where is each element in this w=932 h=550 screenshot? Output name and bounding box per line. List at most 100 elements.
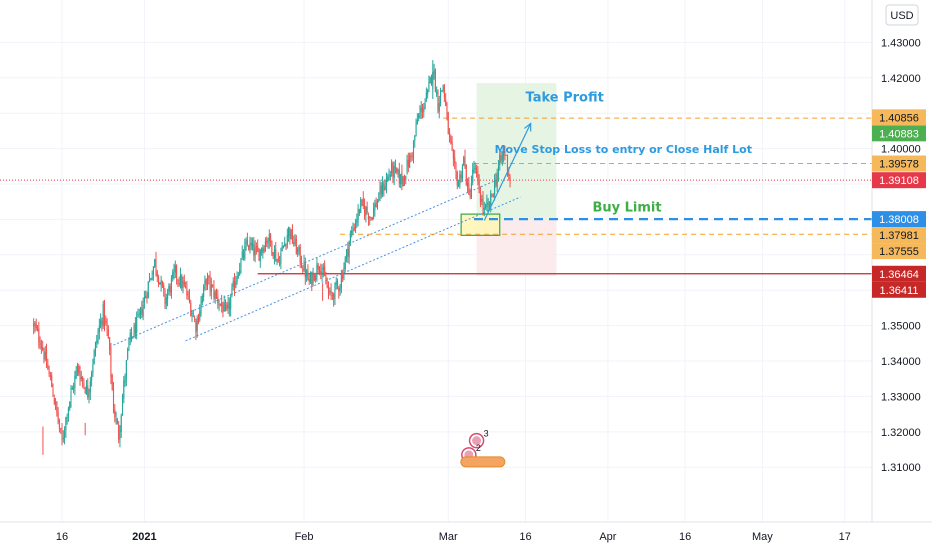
candle-body	[83, 382, 85, 387]
candle-body	[254, 247, 256, 256]
candle-body	[248, 245, 250, 250]
candle-body	[137, 313, 139, 317]
price-tag-stop-1.36411: 1.36411	[872, 281, 926, 298]
candle-body	[289, 227, 291, 239]
currency-label: USD	[890, 10, 913, 22]
annotations[interactable]: Take Profit Move Stop Loss to entry or Cl…	[483, 91, 752, 221]
candle-body	[361, 199, 363, 201]
candle-body	[339, 288, 341, 291]
candle-body	[333, 294, 335, 300]
drawing-lines[interactable]	[0, 117, 872, 346]
candle-body	[118, 424, 120, 440]
price-tag-level-1.37555: 1.37555	[872, 243, 926, 260]
candle-body	[324, 266, 326, 276]
candle-body	[478, 179, 480, 194]
candle-body	[486, 202, 488, 207]
candle-body	[123, 380, 125, 399]
price-tick-label: 1.42000	[881, 73, 921, 85]
candle-body	[423, 107, 425, 112]
candle-body	[215, 292, 218, 296]
candle-body	[67, 408, 69, 416]
candle-body	[209, 276, 211, 290]
candle-body	[299, 246, 301, 264]
candle-body	[143, 296, 145, 303]
price-tick-label: 1.33000	[881, 391, 921, 403]
candle-body	[105, 321, 107, 323]
candle-body	[356, 219, 358, 224]
candle-body	[403, 177, 406, 181]
candle-body	[291, 227, 294, 243]
price-tag-bg	[872, 125, 926, 142]
candle-body	[317, 265, 319, 270]
candle-body	[239, 270, 241, 276]
candle-body	[369, 216, 371, 218]
candle-body	[382, 182, 384, 195]
price-tag-level-1.39578: 1.39578	[872, 155, 926, 172]
price-tag-text: 1.37555	[879, 246, 919, 258]
candle-body	[474, 167, 476, 169]
candle-body	[164, 290, 166, 305]
position-tool[interactable]	[460, 83, 557, 276]
event-badge-1[interactable]: 3	[468, 429, 489, 449]
currency-button[interactable]: USD	[885, 4, 919, 26]
candle-body	[483, 207, 485, 211]
candle-body	[485, 205, 487, 209]
candle-body	[208, 276, 210, 278]
time-tick-label: 2021	[132, 531, 156, 543]
candle-body	[306, 270, 308, 277]
candle-body	[451, 141, 453, 151]
candle-body	[394, 166, 397, 168]
candle-body	[499, 154, 501, 166]
annotation-1[interactable]: Take Profit	[526, 91, 604, 106]
candle-body	[312, 272, 314, 284]
candle-body	[402, 176, 404, 187]
candle-body	[281, 246, 283, 252]
candle-body	[276, 259, 278, 261]
candle-body	[318, 267, 321, 269]
candle-body	[240, 258, 242, 269]
candle-body	[47, 364, 49, 370]
candle-body	[371, 217, 373, 220]
candle-body	[456, 171, 458, 186]
candle-body	[257, 246, 259, 252]
candle-body	[84, 387, 86, 394]
annotation-2[interactable]: Move Stop Loss to entry or Close Half Lo…	[495, 143, 752, 156]
profit-zone	[476, 83, 557, 220]
candle-body	[275, 248, 277, 261]
candle-body	[364, 205, 366, 216]
candle-body	[179, 275, 181, 286]
candle-body	[375, 202, 377, 207]
candle-body	[508, 172, 510, 177]
time-tick-label: 16	[56, 531, 68, 543]
candle-body	[300, 262, 303, 267]
candle-body	[374, 203, 376, 210]
candle-body	[501, 155, 503, 161]
price-tag-level-1.37981: 1.37981	[872, 227, 926, 244]
candle-body	[461, 167, 463, 180]
candle-body	[311, 272, 313, 286]
candle-body	[387, 176, 389, 181]
candle-body	[237, 275, 239, 277]
event-badges[interactable]: 32	[460, 429, 506, 468]
candle-body	[101, 320, 103, 325]
candle-body	[421, 107, 424, 113]
price-tag-stop-1.36464: 1.36464	[872, 265, 926, 282]
candle-body	[445, 99, 447, 106]
price-tag-text: 1.39578	[879, 159, 919, 171]
candle-body	[206, 277, 209, 287]
price-tag-bg	[872, 227, 926, 244]
annotation-3[interactable]: Buy Limit	[592, 200, 661, 215]
candle-body	[270, 233, 272, 243]
price-tick-label: 1.34000	[881, 356, 921, 368]
candle-body	[151, 277, 153, 280]
candle-body	[468, 183, 470, 195]
candle-body	[222, 305, 224, 314]
candle-body	[295, 238, 297, 255]
time-axis[interactable]: 16 2021 Feb Mar 16 Apr 16 May 17	[0, 521, 932, 550]
candle-body	[128, 340, 130, 348]
candle-body	[327, 286, 330, 292]
candle-body	[482, 197, 484, 210]
candle-body	[491, 193, 493, 195]
candle-body	[100, 320, 102, 327]
